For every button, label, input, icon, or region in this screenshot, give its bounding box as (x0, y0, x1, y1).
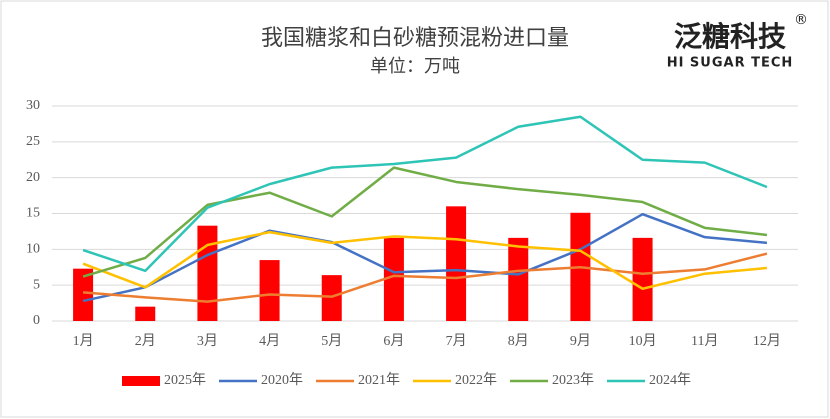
legend-swatch (122, 376, 160, 386)
legend-label: 2020年 (261, 372, 303, 388)
legend-label: 2021年 (358, 372, 400, 388)
legend-label: 2023年 (552, 372, 594, 388)
bar (321, 275, 342, 321)
x-tick-label: 2月 (135, 333, 156, 349)
bar (632, 237, 653, 321)
legend-label: 2024年 (649, 372, 691, 388)
line (82, 252, 768, 303)
legend-label: 2022年 (455, 372, 497, 388)
bar (135, 306, 156, 321)
chart-title: 我国糖浆和白砂糖预混粉进口量 (261, 25, 569, 50)
bar (508, 237, 529, 321)
x-tick-label: 8月 (508, 333, 529, 349)
y-tick-label: 25 (26, 134, 40, 149)
x-tick-label: 9月 (570, 333, 591, 349)
bar (259, 260, 280, 321)
y-tick-label: 15 (26, 206, 40, 221)
x-tick-label: 4月 (259, 333, 280, 349)
y-tick-label: 10 (26, 242, 40, 257)
y-tick-label: 5 (33, 277, 40, 292)
logo-name: 泛糖科技 (674, 20, 786, 53)
x-tick-label: 12月 (753, 333, 781, 349)
bar (73, 268, 94, 321)
bar (197, 225, 218, 321)
legend-label: 2025年 (164, 372, 206, 388)
x-tick-label: 1月 (73, 333, 94, 349)
x-tick-label: 11月 (691, 333, 718, 349)
chart-subtitle: 单位：万吨 (370, 56, 460, 76)
x-tick-label: 6月 (383, 333, 404, 349)
line (82, 166, 768, 278)
line (82, 115, 768, 273)
x-tick-label: 5月 (321, 333, 342, 349)
x-tick-label: 10月 (629, 333, 657, 349)
x-tick-label: 3月 (197, 333, 218, 349)
y-tick-label: 30 (26, 98, 40, 113)
logo-mark: ® (794, 12, 808, 28)
y-tick-label: 0 (33, 313, 40, 328)
x-tick-label: 7月 (446, 333, 467, 349)
y-tick-label: 20 (26, 170, 40, 185)
line (82, 212, 768, 303)
logo-tagline: HI SUGAR TECH (667, 56, 794, 71)
bar (446, 206, 467, 321)
line (82, 230, 768, 290)
bar (383, 237, 404, 321)
